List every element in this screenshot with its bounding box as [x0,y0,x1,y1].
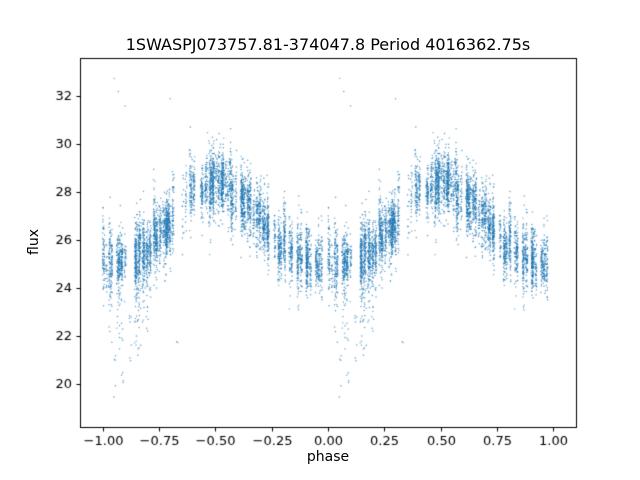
x-axis-label: phase [306,449,350,465]
y-axis-label: flux [26,229,42,255]
chart-title: 1SWASPJ073757.81-374047.8 Period 4016362… [125,35,531,54]
